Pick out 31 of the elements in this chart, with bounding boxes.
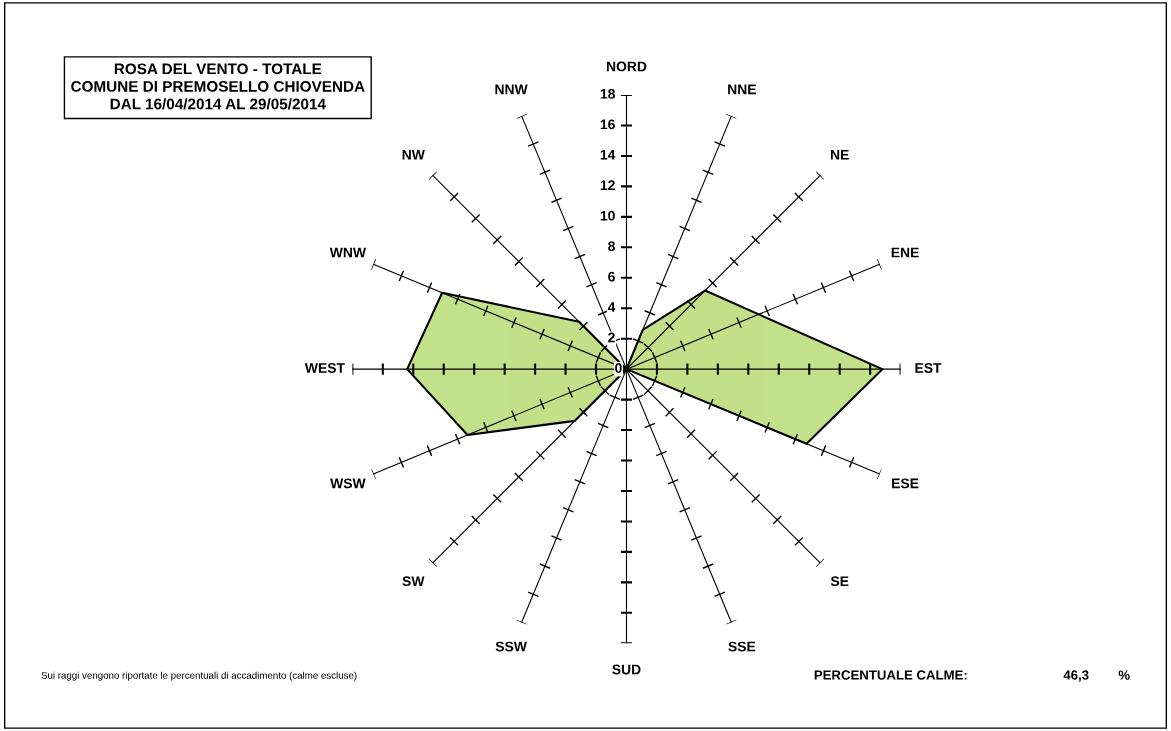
y-tick-label: 4 xyxy=(607,302,616,312)
y-tick-label: 16 xyxy=(600,119,615,130)
spoke-label: EST xyxy=(915,363,942,373)
y-tick-label: 10 xyxy=(600,210,615,221)
text: 46,3 xyxy=(1063,670,1089,682)
text: ROSA DEL VENTO - TOTALE COMUNE DI PREMOSELLO CHIOVENDA DAL 16/04/2014 AL 29/05/2014 xyxy=(71,63,365,110)
spoke-label: NORD xyxy=(606,61,647,72)
text: Sui raggi vengono riportate le percentuali di accadimento (calme escluse) xyxy=(41,671,357,681)
y-tick-label: 14 xyxy=(600,149,616,160)
y-tick-label: 18 xyxy=(600,88,615,99)
y-tick-label: 2 xyxy=(608,332,615,343)
y-tick-label: 8 xyxy=(608,241,615,252)
spoke-label: WEST xyxy=(304,363,345,373)
spoke-label: SSE xyxy=(728,641,756,652)
y-tick-label: 12 xyxy=(600,180,615,190)
spoke-label: SW xyxy=(402,576,425,587)
spoke-label: SSW xyxy=(495,641,527,652)
spoke-label: ENE xyxy=(891,247,919,258)
spoke-label: ESE xyxy=(892,478,919,489)
spoke-label: WSW xyxy=(330,478,366,489)
spoke-label: NW xyxy=(402,149,425,160)
text: PERCENTUALE CALME: xyxy=(814,670,967,680)
spoke-label: WNW xyxy=(329,247,367,258)
spoke-label: NNW xyxy=(495,84,528,95)
y-tick-label: 6 xyxy=(608,271,615,282)
spoke-label: NNE xyxy=(728,84,756,95)
text: % xyxy=(1118,670,1130,680)
spoke-label: SUD xyxy=(612,664,641,675)
spoke-label: SE xyxy=(830,576,849,587)
y-tick-label: 0 xyxy=(615,363,622,373)
spoke-label: NE xyxy=(830,149,849,160)
